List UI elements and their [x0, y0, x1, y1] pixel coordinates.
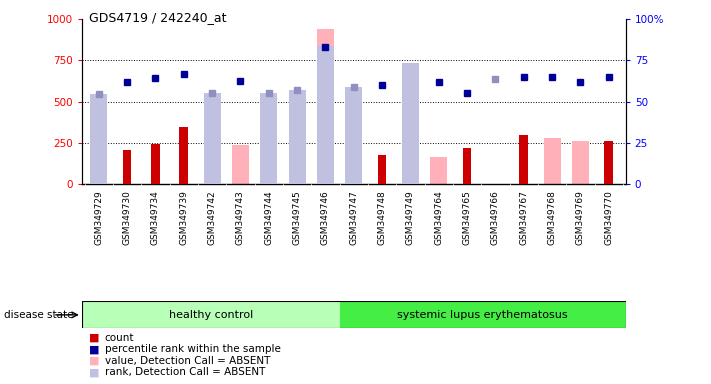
Text: ■: ■ [89, 333, 100, 343]
Text: GSM349765: GSM349765 [463, 190, 471, 245]
Bar [123, 150, 132, 184]
Text: GSM349766: GSM349766 [491, 190, 500, 245]
Bar [402, 63, 419, 184]
Bar [260, 156, 277, 184]
Text: GSM349768: GSM349768 [547, 190, 557, 245]
Bar [260, 93, 277, 184]
Text: ■: ■ [89, 356, 100, 366]
Text: ■: ■ [89, 367, 100, 377]
Text: GSM349729: GSM349729 [95, 190, 103, 245]
Bar [317, 46, 334, 184]
Text: GSM349746: GSM349746 [321, 190, 330, 245]
Text: healthy control: healthy control [169, 310, 253, 320]
Bar [203, 93, 220, 184]
Text: GSM349734: GSM349734 [151, 190, 160, 245]
Bar [151, 144, 160, 184]
Text: disease state: disease state [4, 310, 73, 320]
Bar [82, 301, 340, 328]
Bar [90, 148, 107, 184]
Text: GSM349748: GSM349748 [378, 190, 387, 245]
Bar [572, 141, 589, 184]
Bar [520, 135, 528, 184]
Bar [179, 127, 188, 184]
Text: GSM349730: GSM349730 [122, 190, 132, 245]
Bar [289, 90, 306, 184]
Bar [289, 90, 306, 184]
Bar [346, 145, 362, 184]
Bar [378, 155, 386, 184]
Text: GSM349747: GSM349747 [349, 190, 358, 245]
Bar [317, 29, 334, 184]
Text: GSM349743: GSM349743 [236, 190, 245, 245]
Bar [430, 157, 447, 184]
Text: GSM349745: GSM349745 [292, 190, 301, 245]
Bar [346, 87, 362, 184]
Text: percentile rank within the sample: percentile rank within the sample [105, 344, 280, 354]
Bar [402, 107, 419, 184]
Bar [203, 163, 220, 184]
Text: count: count [105, 333, 134, 343]
Text: GDS4719 / 242240_at: GDS4719 / 242240_at [89, 12, 226, 25]
Text: GSM349769: GSM349769 [576, 190, 585, 245]
Text: GSM349742: GSM349742 [208, 190, 217, 245]
Bar [232, 145, 249, 184]
Text: GSM349744: GSM349744 [264, 190, 273, 245]
Text: ■: ■ [89, 344, 100, 354]
Text: GSM349739: GSM349739 [179, 190, 188, 245]
Text: systemic lupus erythematosus: systemic lupus erythematosus [397, 310, 568, 320]
Bar [543, 138, 560, 184]
Text: GSM349767: GSM349767 [519, 190, 528, 245]
Text: rank, Detection Call = ABSENT: rank, Detection Call = ABSENT [105, 367, 265, 377]
Bar [90, 94, 107, 184]
Bar [604, 141, 613, 184]
Text: GSM349764: GSM349764 [434, 190, 443, 245]
Bar [340, 301, 626, 328]
Text: value, Detection Call = ABSENT: value, Detection Call = ABSENT [105, 356, 270, 366]
Text: GSM349749: GSM349749 [406, 190, 415, 245]
Text: GSM349770: GSM349770 [604, 190, 613, 245]
Bar [463, 148, 471, 184]
